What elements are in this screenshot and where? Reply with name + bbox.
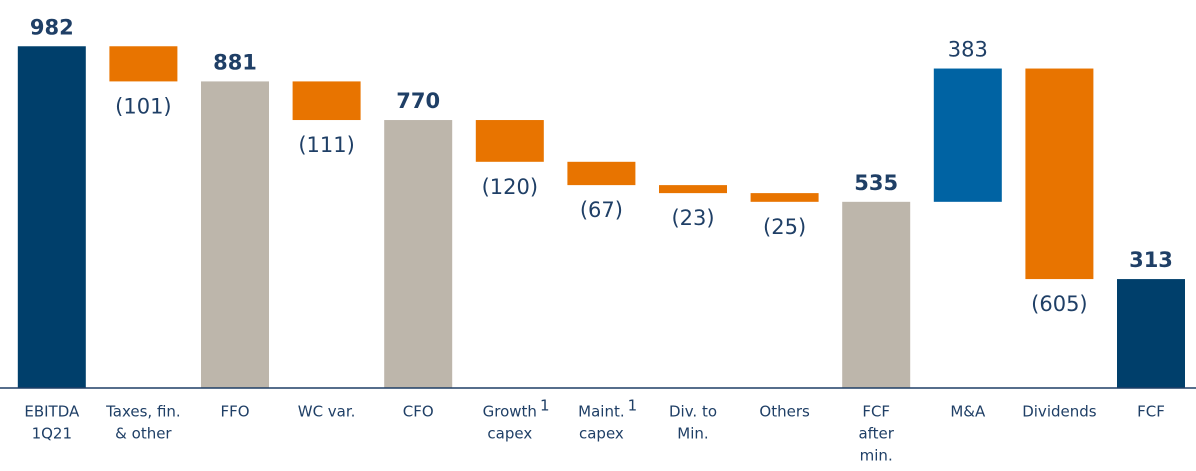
- x-tick-label: Min.: [677, 425, 708, 443]
- value-label: (111): [298, 133, 354, 157]
- value-label: 383: [948, 38, 988, 62]
- value-label: (605): [1031, 292, 1087, 316]
- bar: [750, 193, 819, 202]
- bar: [933, 68, 1002, 202]
- x-tick-label: FCF: [862, 403, 890, 421]
- value-label: (101): [115, 94, 171, 118]
- value-label: (67): [580, 198, 623, 222]
- footnote-mark: 1: [540, 397, 550, 415]
- bar: [475, 120, 544, 162]
- x-tick-label: after: [858, 425, 894, 443]
- x-tick-label: Maint.: [578, 403, 624, 421]
- bar: [201, 81, 269, 389]
- value-label: 881: [213, 50, 257, 74]
- value-label: 770: [396, 89, 440, 113]
- x-tick-label: Dividends: [1022, 403, 1097, 421]
- x-tick-label: FCF: [1137, 403, 1165, 421]
- x-tick-label: Growth: [483, 403, 537, 421]
- bar: [384, 120, 453, 388]
- footnote-mark: 1: [628, 397, 638, 415]
- x-tick-label: WC var.: [298, 403, 356, 421]
- x-tick-label: & other: [115, 425, 172, 443]
- x-tick-label: Div. to: [669, 403, 717, 421]
- bar: [17, 46, 86, 388]
- x-tick-label: M&A: [950, 403, 986, 421]
- value-label: (23): [671, 206, 714, 230]
- value-label: 313: [1129, 248, 1173, 272]
- bar: [292, 81, 361, 121]
- x-tick-label: Others: [759, 403, 810, 421]
- bar: [1117, 279, 1185, 388]
- bar: [1025, 68, 1094, 280]
- bar: [567, 161, 636, 186]
- x-tick-label: capex: [579, 425, 624, 443]
- value-label: (25): [763, 215, 806, 239]
- x-tick-label: FFO: [220, 403, 249, 421]
- x-tick-label: min.: [860, 447, 893, 465]
- value-label: 535: [854, 171, 898, 195]
- bar: [659, 185, 727, 194]
- x-tick-label: CFO: [403, 403, 434, 421]
- bar: [109, 46, 178, 82]
- x-tick-label: 1Q21: [32, 425, 72, 443]
- value-label: (120): [482, 175, 538, 199]
- x-tick-label: capex: [487, 425, 532, 443]
- value-label: 982: [30, 15, 74, 39]
- bar: [842, 201, 911, 388]
- x-tick-label: EBITDA: [24, 403, 80, 421]
- x-tick-label: Taxes, fin.: [105, 403, 181, 421]
